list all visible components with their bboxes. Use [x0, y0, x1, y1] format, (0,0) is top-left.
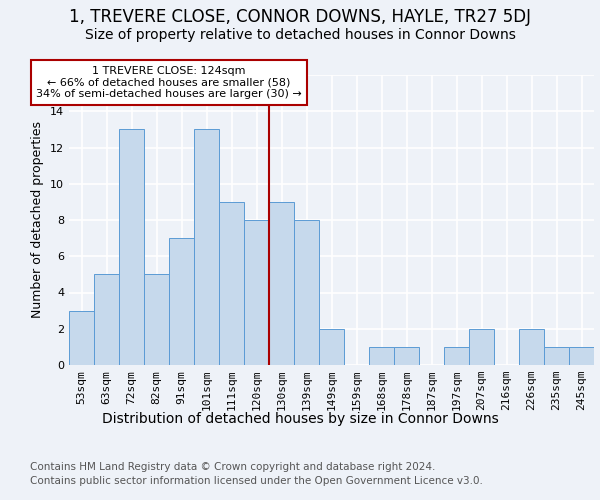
Bar — [169, 238, 194, 365]
Bar — [519, 329, 544, 365]
Text: Contains HM Land Registry data © Crown copyright and database right 2024.: Contains HM Land Registry data © Crown c… — [30, 462, 436, 472]
Y-axis label: Number of detached properties: Number of detached properties — [31, 122, 44, 318]
Bar — [469, 329, 494, 365]
Text: 1, TREVERE CLOSE, CONNOR DOWNS, HAYLE, TR27 5DJ: 1, TREVERE CLOSE, CONNOR DOWNS, HAYLE, T… — [69, 8, 531, 26]
Bar — [244, 220, 269, 365]
Text: Contains public sector information licensed under the Open Government Licence v3: Contains public sector information licen… — [30, 476, 483, 486]
Bar — [144, 274, 169, 365]
Bar — [269, 202, 294, 365]
Text: Size of property relative to detached houses in Connor Downs: Size of property relative to detached ho… — [85, 28, 515, 42]
Bar — [94, 274, 119, 365]
Bar — [194, 130, 219, 365]
Bar — [369, 347, 394, 365]
Bar — [294, 220, 319, 365]
Bar — [444, 347, 469, 365]
Text: 1 TREVERE CLOSE: 124sqm
← 66% of detached houses are smaller (58)
34% of semi-de: 1 TREVERE CLOSE: 124sqm ← 66% of detache… — [36, 66, 302, 99]
Bar — [69, 310, 94, 365]
Text: Distribution of detached houses by size in Connor Downs: Distribution of detached houses by size … — [101, 412, 499, 426]
Bar — [569, 347, 594, 365]
Bar — [394, 347, 419, 365]
Bar — [119, 130, 144, 365]
Bar — [544, 347, 569, 365]
Bar — [219, 202, 244, 365]
Bar — [319, 329, 344, 365]
